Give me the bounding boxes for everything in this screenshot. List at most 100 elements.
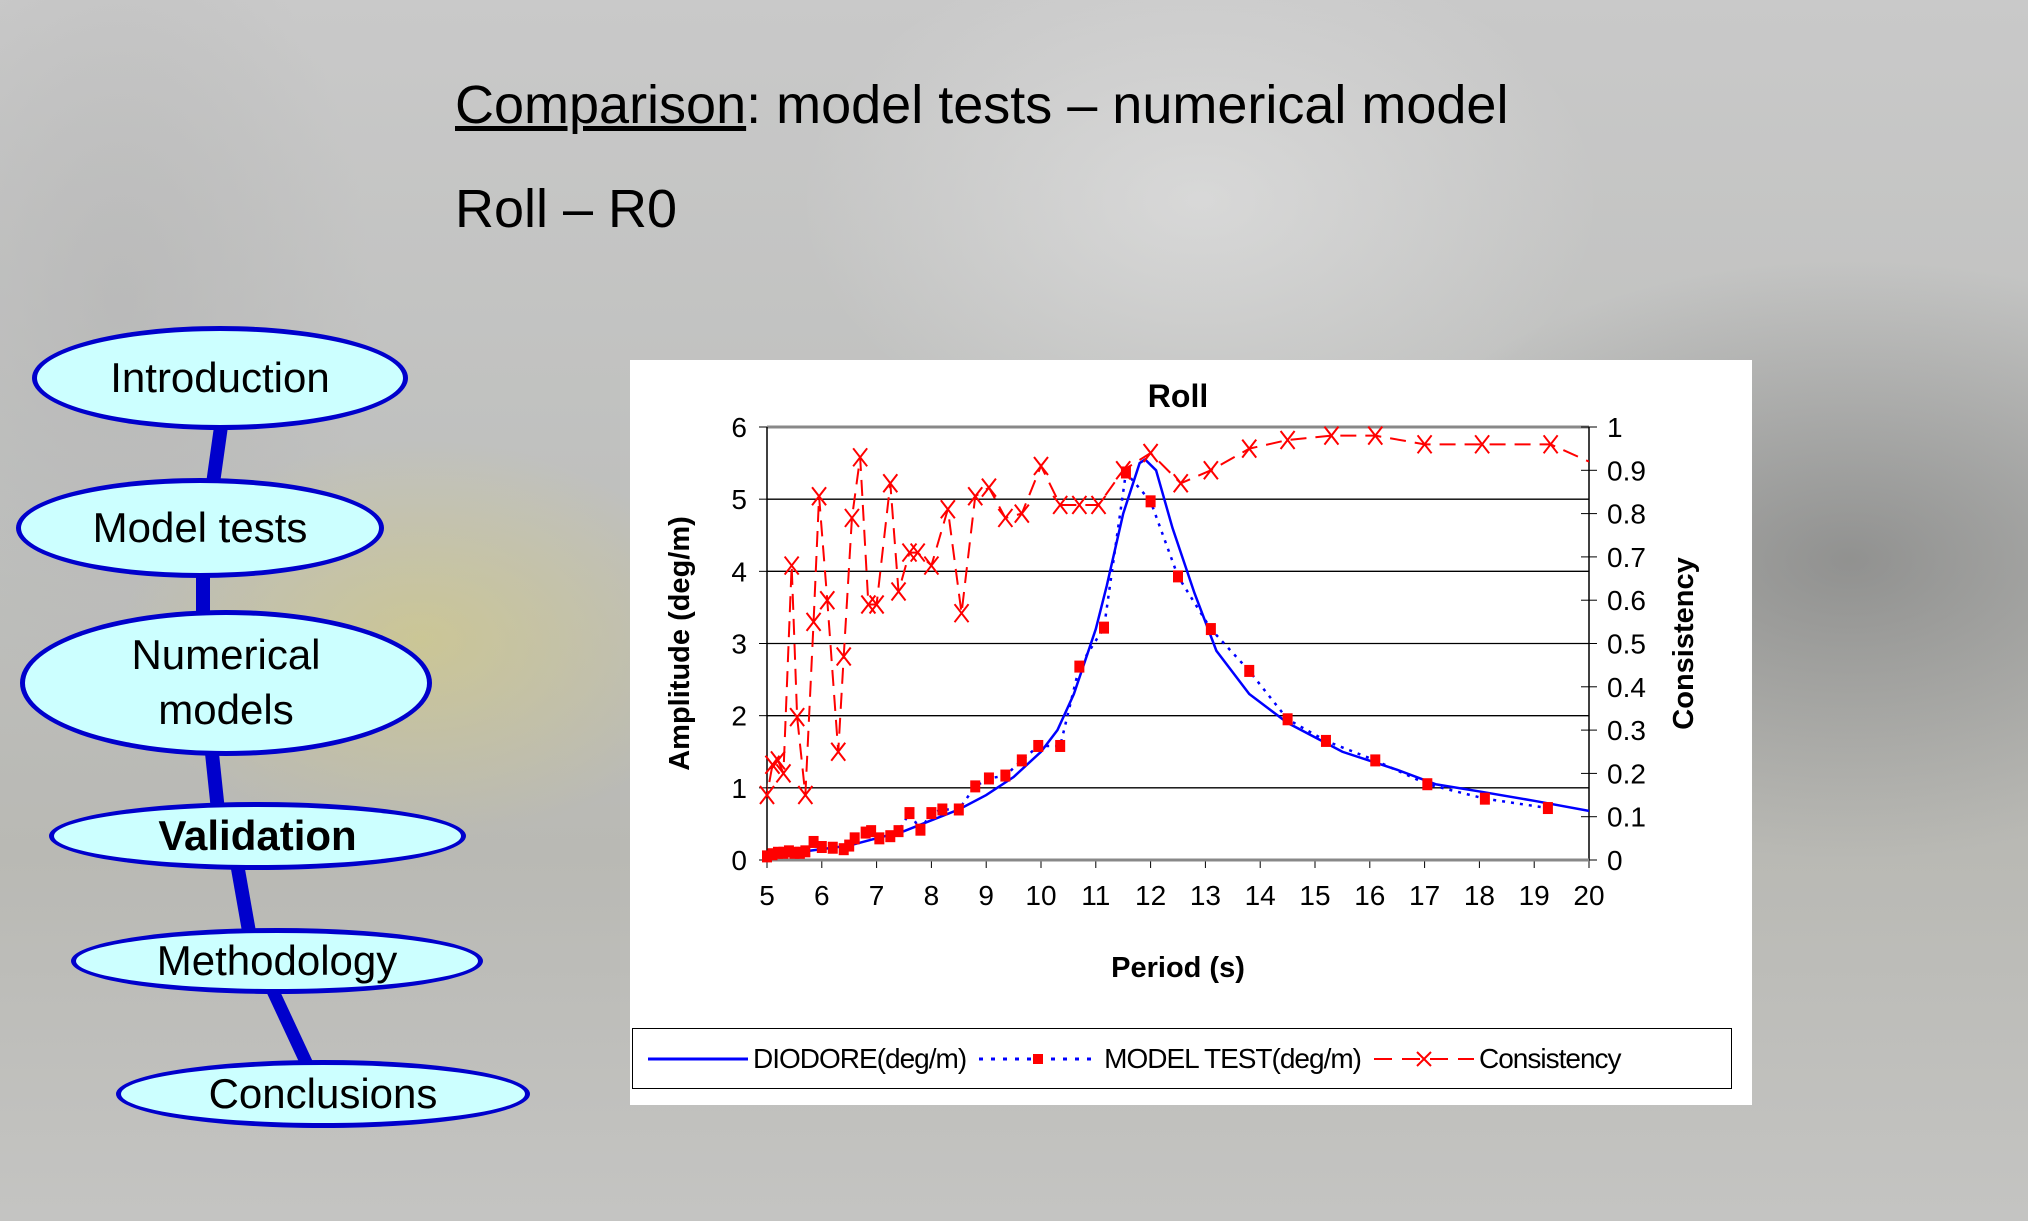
consistency-point	[1014, 503, 1030, 524]
y-tick-label: 0	[731, 845, 747, 876]
consistency-point	[890, 581, 907, 602]
model-test-point	[838, 843, 849, 856]
slide-subtitle: Roll – R0	[455, 179, 678, 239]
consistency-point	[981, 478, 997, 498]
model-test-point	[937, 803, 948, 816]
y2-tick-label: 0.6	[1607, 585, 1646, 616]
model-test-point	[1205, 623, 1216, 636]
title-underlined: Comparison	[455, 75, 747, 135]
nav-label: Introduction	[110, 353, 330, 401]
x-tick-label: 19	[1519, 880, 1550, 911]
consistency-point	[759, 785, 775, 805]
model-test-point	[789, 846, 800, 859]
x-tick-label: 6	[814, 880, 830, 911]
legend-consistency: Consistency	[1479, 1042, 1622, 1074]
model-test-point	[849, 832, 860, 845]
y2-tick-label: 0.8	[1607, 499, 1646, 530]
model-test-point	[1000, 769, 1011, 782]
consistency-point	[775, 763, 792, 784]
consistency-point	[1367, 426, 1384, 446]
consistency-point	[819, 590, 836, 610]
model-test-point	[1173, 570, 1183, 583]
nav-label: Numerical models	[131, 631, 321, 733]
legend-consistency-swatch	[1374, 1050, 1474, 1067]
consistency-point	[797, 785, 814, 805]
y-tick-label: 4	[731, 556, 747, 587]
y-tick-label: 1	[731, 773, 747, 804]
y2-tick-label: 0.3	[1607, 715, 1646, 746]
model-test-point	[1370, 754, 1381, 767]
model-test-point	[1074, 660, 1085, 673]
chart-title: Roll	[1148, 378, 1208, 414]
nav-label: Model tests	[92, 503, 308, 551]
consistency-point	[844, 508, 860, 528]
model-test-point	[915, 823, 926, 836]
consistency-line	[767, 434, 1589, 796]
y2-tick-label: 0	[1607, 845, 1623, 876]
model-test-point	[844, 839, 855, 852]
consistency-point	[1323, 426, 1340, 446]
y2-tick-label: 1	[1607, 412, 1623, 443]
consistency-point	[1241, 439, 1258, 459]
consistency-point	[1071, 495, 1088, 515]
nav-introduction[interactable]: Introduction	[32, 326, 408, 430]
nav-label: Conclusions	[208, 1069, 438, 1117]
consistency-point	[770, 750, 786, 771]
consistency-point	[923, 555, 940, 576]
consistency-point	[1142, 443, 1159, 463]
model-test-point	[885, 830, 896, 843]
x-tick-label: 16	[1354, 880, 1385, 911]
consistency-point	[1542, 434, 1559, 454]
x-tick-label: 14	[1245, 880, 1276, 911]
model-test-point	[794, 846, 805, 859]
model-test-point	[874, 832, 885, 845]
consistency-point	[940, 499, 956, 519]
consistency-point	[1090, 495, 1107, 515]
nav-conclusions[interactable]: Conclusions	[116, 1060, 530, 1128]
nav-methodology[interactable]: Methodology	[71, 928, 483, 994]
nav-label: Validation	[158, 811, 357, 859]
x-axis-title: Period (s)	[1111, 952, 1245, 984]
nav-numerical-models[interactable]: Numerical models	[20, 610, 432, 756]
x-tick-label: 12	[1135, 880, 1166, 911]
model-test-point	[983, 772, 994, 785]
y-tick-label: 3	[731, 629, 747, 660]
model-test-point	[893, 825, 904, 838]
x-tick-label: 20	[1573, 880, 1604, 911]
model-test-point	[953, 803, 964, 816]
y2-tick-label: 0.5	[1607, 629, 1646, 660]
x-tick-label: 7	[869, 880, 885, 911]
consistency-point	[1115, 460, 1131, 480]
model-test-point	[767, 848, 778, 861]
x-tick-label: 18	[1464, 880, 1495, 911]
nav-model-tests[interactable]: Model tests	[16, 478, 384, 578]
model-test-point	[800, 845, 811, 858]
model-test-point	[970, 780, 981, 793]
consistency-point	[811, 486, 827, 506]
model-test-point	[827, 841, 838, 854]
model-test-point	[926, 807, 937, 820]
model-test-point	[1099, 621, 1110, 634]
consistency-point	[997, 508, 1014, 528]
model-test-point	[808, 835, 819, 848]
y-tick-label: 2	[731, 701, 747, 732]
consistency-point	[1279, 430, 1296, 450]
chart-legend: DIODORE(deg/m) MODEL TEST(deg/m) Consist…	[632, 1028, 1732, 1089]
legend-diodore: DIODORE(deg/m)	[753, 1042, 967, 1074]
consistency-point	[868, 594, 885, 615]
x-tick-label: 11	[1081, 880, 1110, 911]
nav-validation[interactable]: Validation	[49, 802, 466, 870]
consistency-point	[789, 707, 805, 727]
y2-tick-label: 0.9	[1607, 455, 1646, 486]
y2-tick-label: 0.7	[1607, 542, 1646, 573]
consistency-point	[1052, 495, 1068, 515]
model-test-point	[783, 845, 794, 858]
y2-tick-label: 0.4	[1607, 672, 1646, 703]
legend-model-test-swatch	[979, 1053, 1100, 1064]
consistency-point	[783, 555, 800, 576]
model-test-point	[1033, 739, 1044, 752]
y-tick-label: 6	[731, 412, 747, 443]
model-test-point	[1244, 664, 1255, 677]
consistency-point	[953, 603, 970, 623]
